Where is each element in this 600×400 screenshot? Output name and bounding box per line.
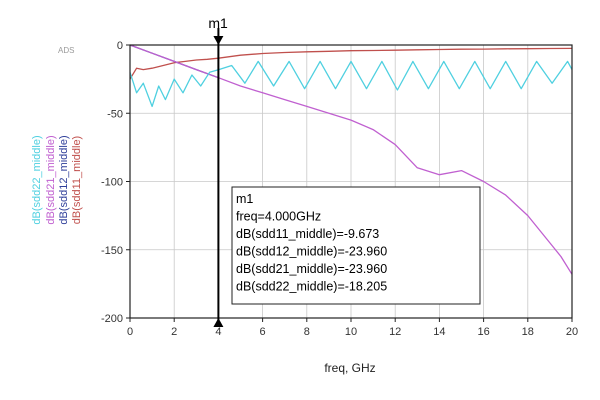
marker-handle-bottom[interactable] [213,318,224,327]
x-tick-label: 16 [477,326,489,338]
legend-label-sdd21: dB(sdd21_middle) [45,135,57,224]
marker-readout-line: dB(sdd22_middle)=-18.205 [236,280,387,294]
y-axis-legend-labels: dB(sdd22_middle) dB(sdd21_middle) dB(sdd12… [31,135,83,224]
x-tick-label: 12 [389,326,401,338]
legend-label-sdd11: dB(sdd11_middle) [71,136,83,224]
series-line-sdd11 [129,47,573,80]
y-tick-label: -50 [107,108,123,120]
x-tick-label: 18 [522,326,534,338]
y-tick-label: -200 [101,313,123,325]
series-layer [129,44,573,275]
tool-label: ADS [58,46,74,55]
legend-label-sdd12: dB(sdd12_middle) [58,135,70,224]
x-tick-label: 6 [260,326,266,338]
y-tick-label: -100 [101,177,123,189]
x-tick-label: 4 [215,326,221,338]
series-line-sdd21 [129,44,573,275]
legend-label-sdd22: dB(sdd22_middle) [31,135,43,224]
x-axis-title: freq, GHz [324,361,375,375]
x-tick-label: 2 [171,326,177,338]
series-line-sdd22 [129,60,573,108]
x-tick-label: 20 [566,326,578,338]
marker-readout-line: m1 [236,192,253,206]
marker-handle-top[interactable] [213,36,224,45]
marker-layer: m1 m1 freq=4.000GHz dB(sdd11_middle)=-9.673… [208,15,481,327]
x-tick-label: 14 [433,326,445,338]
marker-name-label: m1 [208,15,228,31]
marker-readout-box [231,186,481,305]
x-tick-label: 10 [345,326,357,338]
marker-readout-line: dB(sdd21_middle)=-23.960 [236,262,387,276]
x-tick-label: 8 [304,326,310,338]
marker-readout-line: freq=4.000GHz [236,210,321,224]
axes: 0 2 4 6 8 10 12 14 16 18 20 0 -50 -100 -150 -200 [101,40,578,338]
x-tick-label: 0 [127,326,133,338]
marker-readout-line: dB(sdd11_middle)=-9.673 [236,227,379,241]
y-tick-label: -150 [101,245,123,257]
y-tick-label: 0 [117,40,123,52]
marker-readout-line: dB(sdd12_middle)=-23.960 [236,245,387,259]
